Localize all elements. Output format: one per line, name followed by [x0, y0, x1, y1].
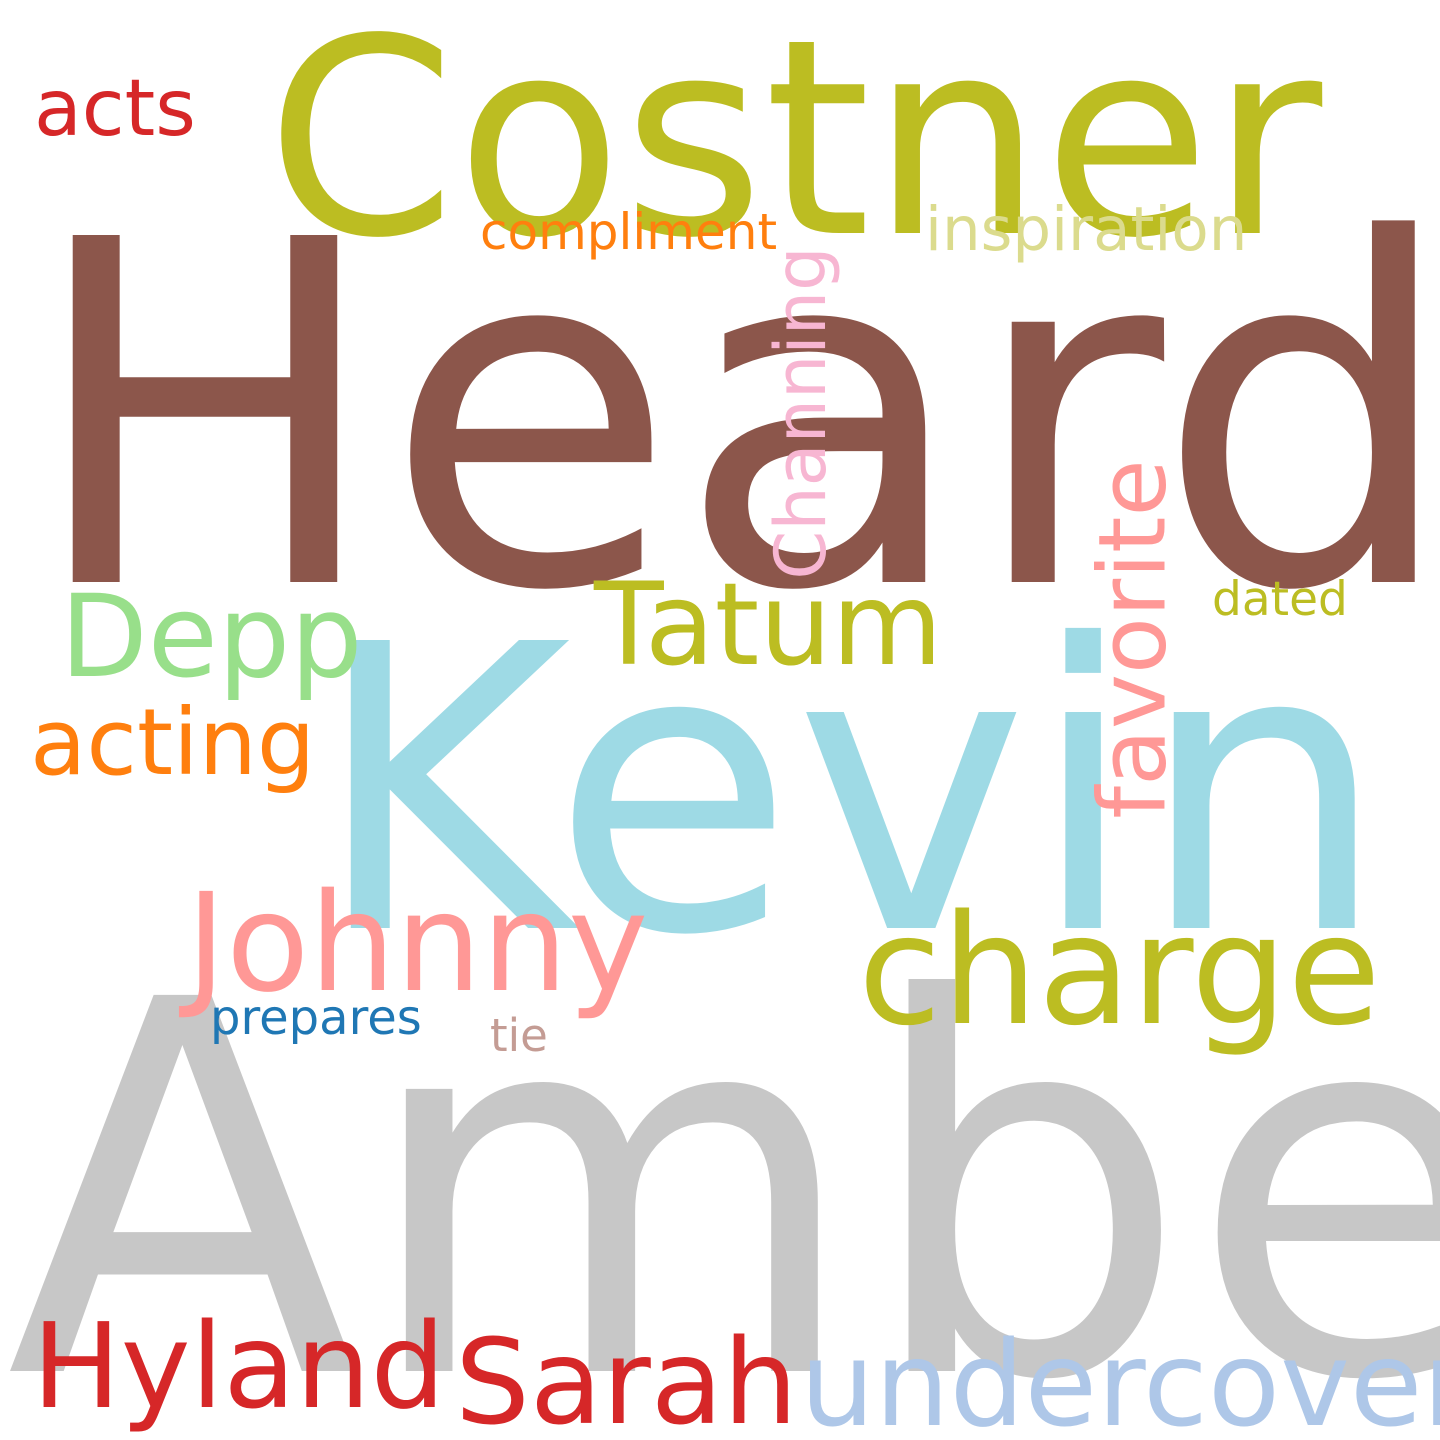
word-costner: Costner	[266, 0, 1323, 298]
word-acting: acting	[30, 689, 316, 796]
word-channing: Channing	[760, 246, 842, 580]
word-tie: tie	[490, 1009, 548, 1062]
word-inspiration: inspiration	[925, 194, 1248, 265]
word-heard: Heard	[26, 141, 1440, 695]
word-kevin: Kevin	[312, 562, 1389, 1022]
word-depp: Depp	[60, 570, 363, 703]
word-charge: charge	[858, 882, 1381, 1059]
word-hyland: Hyland	[32, 1297, 446, 1435]
word-prepares: prepares	[210, 990, 422, 1046]
word-sarah: Sarah	[455, 1313, 798, 1440]
word-johnny: Johnny	[186, 865, 649, 1023]
word-dated: dated	[1212, 572, 1348, 627]
word-acts: acts	[34, 64, 196, 154]
word-favorite: favorite	[1078, 459, 1187, 819]
word-tatum: Tatum	[594, 558, 943, 691]
word-amber: Amber	[6, 892, 1440, 1440]
word-compliment: compliment	[480, 203, 778, 261]
word-undercover: undercover	[800, 1315, 1440, 1440]
